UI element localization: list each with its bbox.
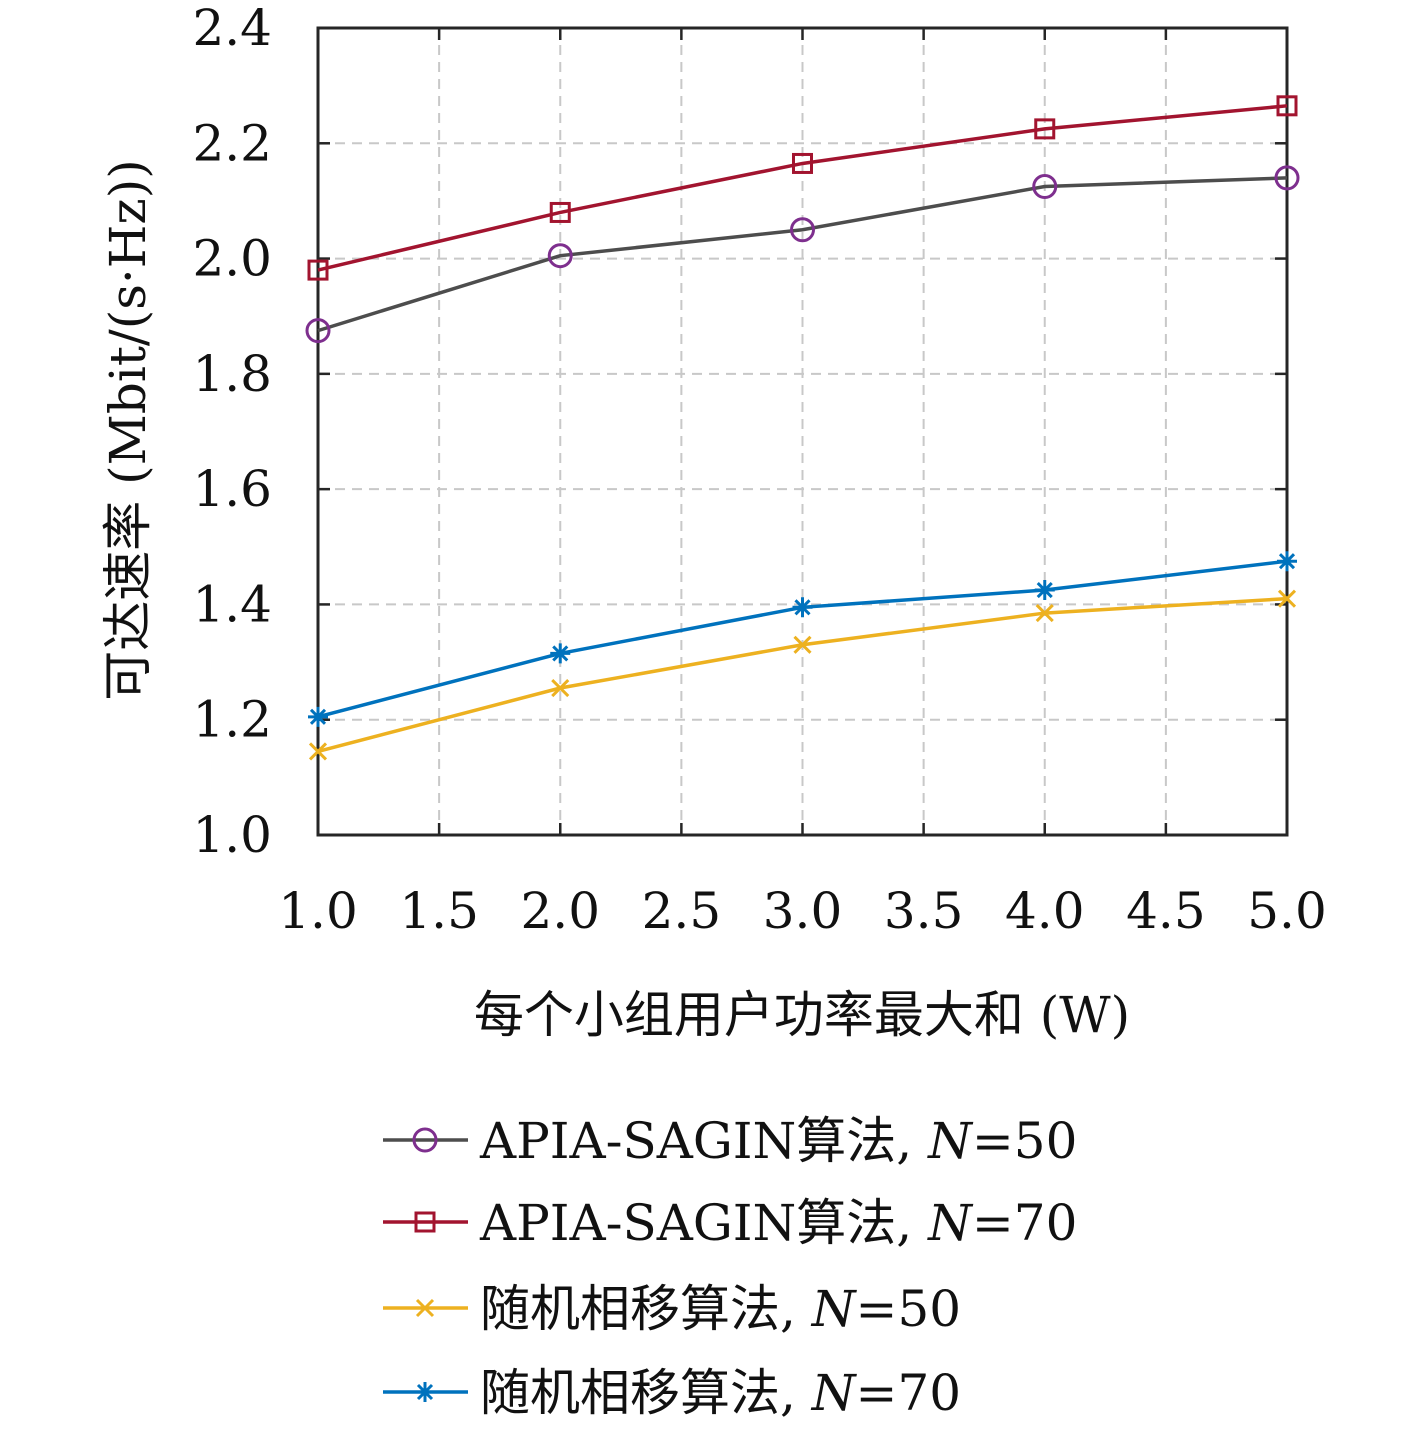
- x-axis-title: 每个小组用户功率最大和 (W): [474, 986, 1130, 1044]
- x-tick-label: 2.0: [520, 882, 600, 940]
- legend-label-var: N: [811, 1280, 858, 1338]
- marker-star: [550, 643, 570, 663]
- y-tick-label: 1.6: [192, 460, 272, 518]
- marker-star: [415, 1382, 435, 1402]
- legend-label: APIA-SAGIN算法, N=70: [479, 1194, 1077, 1252]
- legend-label: 随机相移算法, N=50: [480, 1280, 961, 1338]
- y-axis-title: 可达速率 (Mbit/(s·Hz)): [99, 159, 157, 701]
- marker-star: [1277, 551, 1297, 571]
- x-tick-label: 4.5: [1126, 882, 1206, 940]
- marker-star: [793, 597, 813, 617]
- y-tick-label: 2.2: [192, 114, 272, 172]
- legend-label-main: 随机相移算法,: [480, 1280, 812, 1338]
- x-tick-label: 3.0: [763, 882, 843, 940]
- legend-label-main: 随机相移算法,: [480, 1364, 812, 1422]
- marker-star: [308, 707, 328, 727]
- legend-label-value: =70: [972, 1194, 1078, 1252]
- legend-label-main: APIA-SAGIN算法,: [479, 1194, 928, 1252]
- y-tick-label: 1.0: [192, 806, 272, 864]
- legend-label-value: =50: [972, 1112, 1078, 1170]
- legend-label-var: N: [927, 1112, 974, 1170]
- legend-label-value: =50: [856, 1280, 962, 1338]
- legend-item: APIA-SAGIN算法, N=50: [383, 1112, 1077, 1170]
- legend-label-main: APIA-SAGIN算法,: [479, 1112, 928, 1170]
- x-tick-label: 4.0: [1005, 882, 1085, 940]
- x-tick-label: 5.0: [1247, 882, 1327, 940]
- legend-label: 随机相移算法, N=70: [480, 1364, 961, 1422]
- legend-item: APIA-SAGIN算法, N=70: [383, 1194, 1077, 1252]
- y-tick-label: 1.4: [192, 575, 272, 633]
- y-tick-label: 2.0: [192, 230, 272, 288]
- legend-label-value: =70: [856, 1364, 962, 1422]
- legend-label: APIA-SAGIN算法, N=50: [479, 1112, 1077, 1170]
- x-tick-label: 2.5: [642, 882, 722, 940]
- marker-star: [1035, 580, 1055, 600]
- legend-label-var: N: [811, 1364, 858, 1422]
- y-tick-label: 1.2: [192, 691, 272, 749]
- x-tick-label: 1.5: [399, 882, 479, 940]
- x-tick-label: 3.5: [884, 882, 964, 940]
- legend-label-var: N: [927, 1194, 974, 1252]
- y-tick-label: 1.8: [192, 345, 272, 403]
- x-tick-label: 1.0: [278, 882, 358, 940]
- y-tick-label: 2.4: [192, 0, 272, 57]
